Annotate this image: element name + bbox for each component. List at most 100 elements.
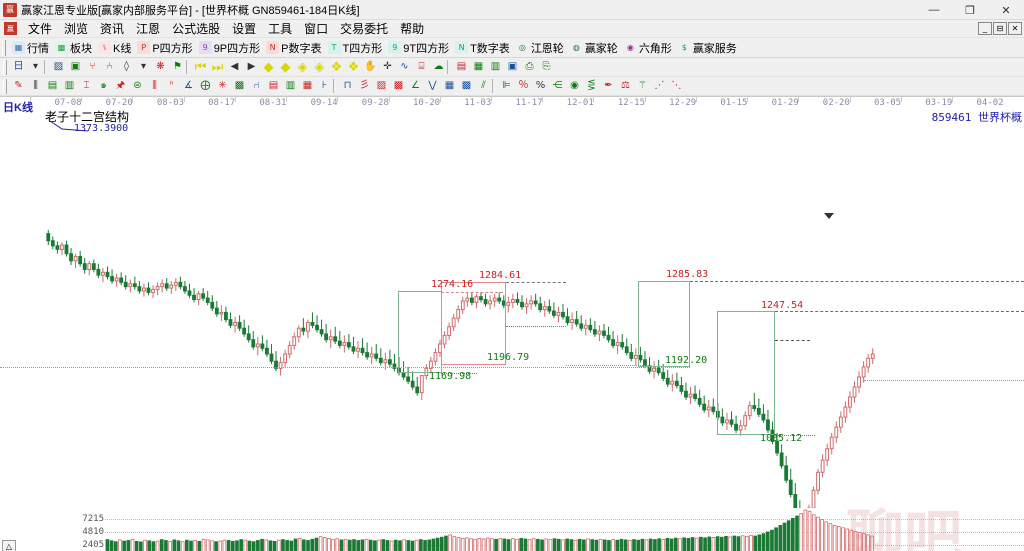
- overlay-1-icon[interactable]: ⑂: [89, 61, 96, 72]
- module-winner-wheel[interactable]: ◍ 赢家轮: [567, 39, 621, 57]
- expand-triangle-icon[interactable]: △: [2, 540, 16, 551]
- module-grid[interactable]: ▦ 行情: [9, 39, 52, 57]
- parallel-lines-icon[interactable]: ⫼: [33, 80, 38, 91]
- crosshair-net-icon[interactable]: ▨: [53, 61, 64, 72]
- module-service[interactable]: $ 赢家服务: [675, 39, 740, 57]
- chart-canvas[interactable]: 日K线 老子十二宫结构 859461 世界杯概 07-08 07-20 08-03 0…: [0, 96, 1024, 508]
- fan-red-icon[interactable]: ▤: [268, 80, 279, 91]
- diamond-4-icon[interactable]: ◈: [314, 59, 325, 75]
- menu-item-2[interactable]: 资讯: [100, 22, 125, 36]
- module-p9-square[interactable]: 9 9P四方形: [196, 39, 263, 57]
- menu-item-6[interactable]: 工具: [268, 22, 293, 36]
- highlight-icon[interactable]: ▨: [376, 80, 387, 91]
- diamond-1-icon[interactable]: ◆: [263, 59, 274, 75]
- toolbar-grip-row1[interactable]: [3, 59, 7, 75]
- gann-fan-1-icon[interactable]: ▤: [47, 80, 58, 91]
- menu-item-8[interactable]: 交易委托: [340, 22, 389, 36]
- dropdown-arrow-2-icon[interactable]: ▾: [140, 61, 147, 72]
- save-icon[interactable]: ▣: [507, 61, 518, 72]
- target-icon[interactable]: ⨁: [200, 80, 211, 91]
- mdi-restore-button[interactable]: ⊟: [993, 22, 1007, 35]
- slope-icon[interactable]: ⫽: [481, 80, 486, 91]
- angle-lines-icon[interactable]: ∠: [411, 80, 420, 91]
- report-icon[interactable]: ▥: [490, 61, 501, 72]
- crosshair-plus-icon[interactable]: ✛: [383, 61, 392, 72]
- frame-icon[interactable]: ⌸: [418, 61, 425, 72]
- dropdown-arrow-icon[interactable]: ▾: [32, 61, 39, 72]
- fan-green-icon[interactable]: ▥: [285, 80, 296, 91]
- next-icon[interactable]: ▶: [247, 61, 256, 72]
- tick-icon[interactable]: ⑁: [253, 80, 260, 91]
- close-button[interactable]: ✕: [1001, 4, 1011, 17]
- table-2-icon[interactable]: ▩: [461, 80, 472, 91]
- percent-line-icon[interactable]: ％: [518, 80, 529, 91]
- calendar-icon[interactable]: ▤: [456, 61, 467, 72]
- print-icon[interactable]: ⎙: [525, 61, 534, 72]
- hand-pan-icon[interactable]: ✋: [364, 61, 377, 72]
- percent-icon[interactable]: %: [535, 80, 546, 91]
- rays-icon[interactable]: 彡: [359, 80, 370, 91]
- toolbar-grip[interactable]: [2, 39, 6, 56]
- star-burst-icon[interactable]: ✳: [218, 80, 227, 91]
- table-icon[interactable]: ▦: [444, 80, 455, 91]
- last-page-icon[interactable]: ⏭: [211, 59, 224, 75]
- magnet-icon[interactable]: 🖈: [115, 80, 126, 91]
- mdi-close-button[interactable]: ✕: [1008, 22, 1022, 35]
- balance-icon[interactable]: ⚖: [621, 80, 630, 91]
- circle-cross-icon[interactable]: ⊜: [133, 80, 142, 91]
- slash-1-icon[interactable]: ⋰: [654, 80, 665, 91]
- square-n-icon[interactable]: ⁿ: [169, 80, 174, 91]
- volume-pane[interactable]: 7215 4810 2405 聊吧 △: [0, 505, 1024, 551]
- lattice-icon[interactable]: ▦: [302, 80, 313, 91]
- scale-icon[interactable]: ⚚: [638, 80, 647, 91]
- module-gann-wheel[interactable]: ◎ 江恩轮: [513, 39, 567, 57]
- module-hexagon[interactable]: ◉ 六角形: [621, 39, 675, 57]
- module-t-square[interactable]: T T四方形: [325, 39, 386, 57]
- module-blocks[interactable]: ▩ 板块: [52, 39, 95, 57]
- gann-fan-2-icon[interactable]: ▥: [64, 80, 75, 91]
- cloud-icon[interactable]: ☁: [433, 61, 444, 72]
- menu-item-3[interactable]: 江恩: [136, 22, 161, 36]
- module-kline[interactable]: ⑊ K线: [95, 39, 134, 57]
- angle-icon[interactable]: ∡: [184, 80, 193, 91]
- vertical-bar-icon[interactable]: ◊: [124, 61, 129, 72]
- vee-icon[interactable]: ⋁: [428, 80, 437, 91]
- first-page-icon[interactable]: ⏮: [194, 59, 207, 75]
- mdi-minimize-button[interactable]: _: [978, 22, 992, 35]
- menu-item-9[interactable]: 帮助: [400, 22, 425, 36]
- menu-item-5[interactable]: 设置: [232, 22, 257, 36]
- menu-item-7[interactable]: 窗口: [304, 22, 329, 36]
- bars-icon[interactable]: ⊫: [502, 80, 511, 91]
- zigzag-icon[interactable]: ∿: [400, 61, 409, 72]
- levels-icon[interactable]: ⋚: [587, 80, 596, 91]
- menu-item-1[interactable]: 浏览: [64, 22, 89, 36]
- module-t9-square[interactable]: 9 9T四方形: [385, 39, 452, 57]
- region-icon[interactable]: ▩: [393, 80, 404, 91]
- comb-icon[interactable]: ⫼: [152, 80, 157, 91]
- diamond-6-icon[interactable]: ❖: [347, 59, 360, 75]
- pen-level-icon[interactable]: ✒: [604, 80, 613, 91]
- calendar-period-icon[interactable]: 日: [13, 61, 24, 72]
- menu-item-4[interactable]: 公式选股: [172, 22, 221, 36]
- coin-icon[interactable]: ◉: [570, 80, 579, 91]
- menu-item-0[interactable]: 文件: [28, 22, 53, 36]
- copy-window-icon[interactable]: ▣: [70, 61, 81, 72]
- flag-icon[interactable]: ⚑: [173, 61, 182, 72]
- toolbar-grip-row2[interactable]: [3, 78, 7, 94]
- diamond-5-icon[interactable]: ❖: [330, 59, 343, 75]
- pattern-icon[interactable]: ❋: [156, 61, 165, 72]
- overlay-2-icon[interactable]: ⑃: [106, 61, 113, 72]
- module-p-number[interactable]: N P数字表: [263, 39, 324, 57]
- prev-icon[interactable]: ◀: [230, 61, 239, 72]
- pencil-draw-icon[interactable]: ✎: [14, 80, 23, 91]
- frame-square-icon[interactable]: ⊓: [343, 80, 352, 91]
- calculator-icon[interactable]: ▦: [473, 61, 484, 72]
- module-t-number[interactable]: N T数字表: [452, 39, 513, 57]
- retrace-icon[interactable]: ⋲: [552, 80, 563, 91]
- diamond-3-icon[interactable]: ◈: [297, 59, 308, 75]
- module-p-square[interactable]: P P四方形: [134, 39, 195, 57]
- spiral-icon[interactable]: ๑: [100, 80, 107, 91]
- box-grid-icon[interactable]: ▩: [234, 80, 245, 91]
- export-icon[interactable]: ⎘: [542, 61, 551, 72]
- bracket-icon[interactable]: ⊦: [321, 80, 328, 91]
